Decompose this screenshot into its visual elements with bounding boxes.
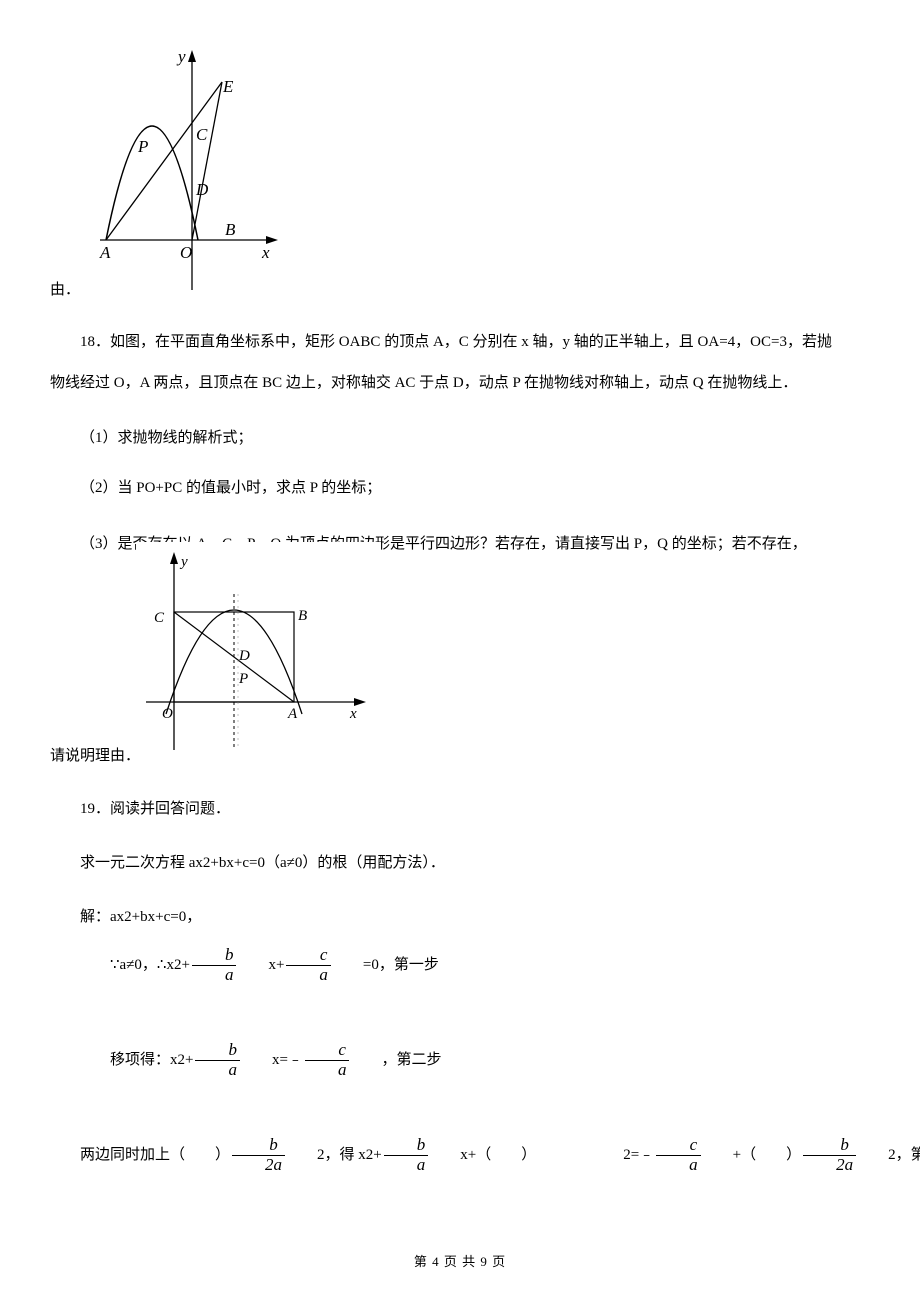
svg-text:y: y bbox=[179, 554, 188, 570]
figure-2: y C B D P O A x bbox=[136, 542, 381, 762]
q18-line1: 18．如图，在平面直角坐标系中，矩形 OABC 的顶点 A，C 分别在 x 轴，… bbox=[50, 322, 872, 363]
s2-pre: 移项得：x2+ bbox=[80, 1040, 193, 1081]
q18-line2: 物线经过 O，A 两点，且顶点在 BC 边上，对称轴交 AC 于点 D，动点 P… bbox=[50, 363, 872, 404]
svg-text:D: D bbox=[195, 180, 209, 199]
frac-b-2a-1: b2a bbox=[232, 1136, 285, 1174]
q19-step1: ∵a≠0，∴x2+ ba x+ ca =0，第一步 bbox=[50, 945, 872, 986]
q19-step3: 两边同时加上（ ） b2a 2，得 x2+ ba x+（ ） b2a 2=﹣ c… bbox=[50, 1135, 872, 1176]
q18-sub2: （2）当 PO+PC 的值最小时，求点 P 的坐标； bbox=[50, 468, 872, 509]
q19-title: 阅读并回答问题． bbox=[110, 801, 230, 817]
q18-block: 18．如图，在平面直角坐标系中，矩形 OABC 的顶点 A，C 分别在 x 轴，… bbox=[50, 322, 872, 403]
s1-post: =0，第一步 bbox=[333, 945, 439, 986]
q19-line2: 求一元二次方程 ax2+bx+c=0（a≠0）的根（用配方法）． bbox=[50, 843, 872, 884]
q18-l1: 如图，在平面直角坐标系中，矩形 OABC 的顶点 A，C 分别在 x 轴，y 轴… bbox=[110, 334, 832, 350]
svg-text:P: P bbox=[137, 137, 148, 156]
svg-text:C: C bbox=[154, 610, 165, 626]
svg-text:x: x bbox=[261, 243, 270, 262]
frac-b-a-3: ba bbox=[384, 1136, 429, 1174]
svg-text:B: B bbox=[225, 220, 236, 239]
frac-b-a-1: ba bbox=[192, 946, 237, 984]
svg-text:O: O bbox=[180, 243, 192, 262]
q18-sub1: （1）求抛物线的解析式； bbox=[50, 418, 872, 459]
fig2-svg: y C B D P O A x bbox=[136, 542, 381, 762]
text-explain: 请说明理由． bbox=[50, 744, 140, 765]
q19-num: 19． bbox=[80, 801, 110, 817]
fig1-svg: y E C P D B A O x bbox=[92, 40, 292, 300]
s3-b: x+（ ） bbox=[430, 1135, 536, 1176]
s2-mid: x=﹣ bbox=[242, 1040, 303, 1081]
svg-text:A: A bbox=[99, 243, 111, 262]
svg-text:C: C bbox=[196, 125, 208, 144]
frac-b-a-2: ba bbox=[195, 1041, 240, 1079]
svg-text:D: D bbox=[238, 648, 250, 664]
svg-text:O: O bbox=[162, 706, 173, 722]
q18-num: 18． bbox=[80, 334, 110, 350]
s3-e: 2，第三步 bbox=[858, 1135, 920, 1176]
svg-text:E: E bbox=[222, 77, 234, 96]
s3-d: +（ ） bbox=[703, 1135, 801, 1176]
frac-c-a-2: ca bbox=[305, 1041, 350, 1079]
svg-text:B: B bbox=[298, 608, 307, 624]
page-footer: 第 4 页 共 9 页 bbox=[0, 1251, 920, 1270]
s3-pre: 两边同时加上（ ） bbox=[50, 1135, 230, 1176]
text-you: 由． bbox=[50, 278, 80, 299]
svg-text:y: y bbox=[176, 47, 186, 66]
svg-text:P: P bbox=[238, 671, 248, 687]
frac-c-a-1: ca bbox=[286, 946, 331, 984]
q19-line1: 19．阅读并回答问题． bbox=[50, 789, 872, 830]
frac-b-2a-3: b2a bbox=[803, 1136, 856, 1174]
frac-c-a-3: ca bbox=[656, 1136, 701, 1174]
s2-post: ，第二步 bbox=[351, 1040, 441, 1081]
svg-text:x: x bbox=[349, 706, 357, 722]
s3-c: 2=﹣ bbox=[593, 1135, 654, 1176]
s1-mid: x+ bbox=[238, 945, 284, 986]
q19-step2: 移项得：x2+ ba x=﹣ ca ，第二步 bbox=[50, 1040, 872, 1081]
svg-text:A: A bbox=[287, 706, 298, 722]
figure-1: y E C P D B A O x bbox=[92, 40, 292, 300]
s1-pre: ∵a≠0，∴x2+ bbox=[80, 945, 190, 986]
q19-line3: 解：ax2+bx+c=0， bbox=[50, 897, 872, 938]
s3-a: 2，得 x2+ bbox=[287, 1135, 382, 1176]
